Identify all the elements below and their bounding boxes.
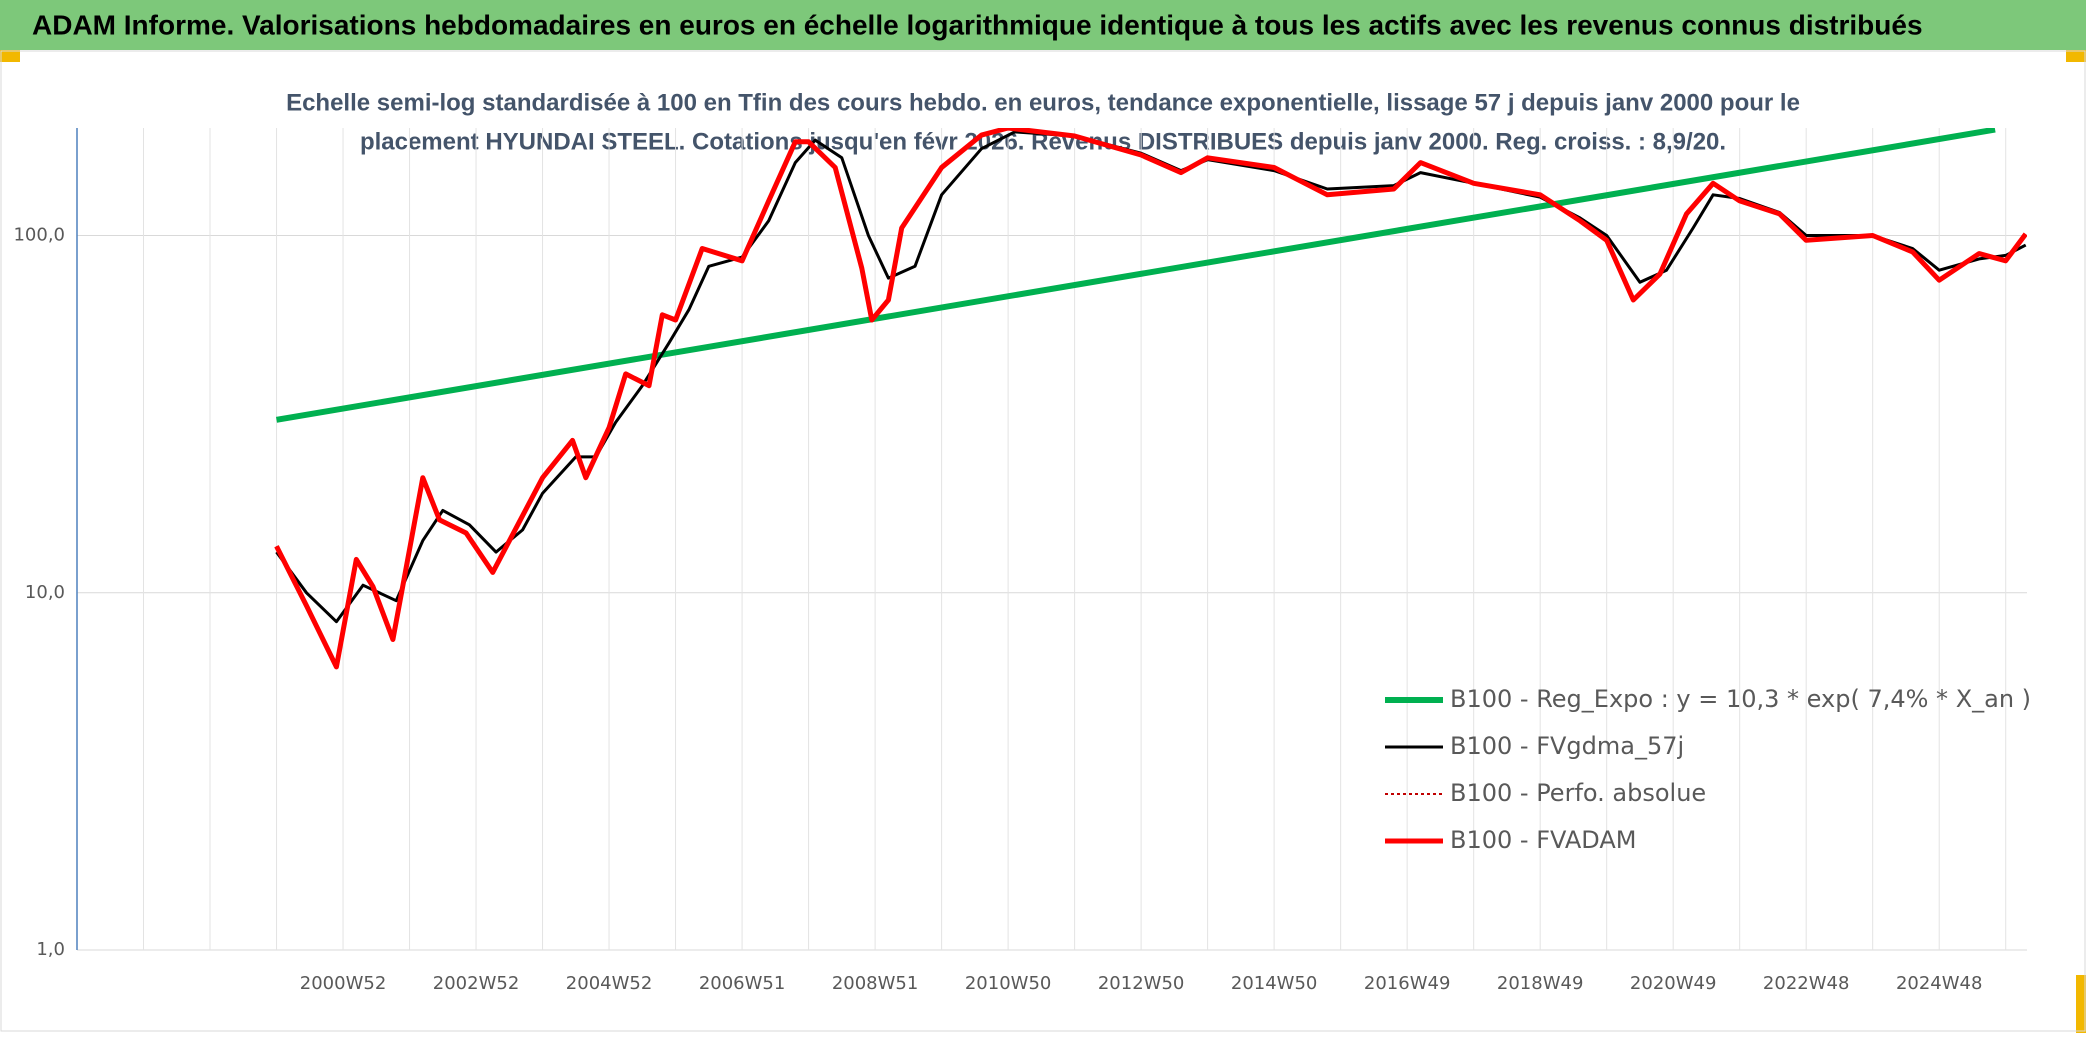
series-line bbox=[275, 130, 2027, 624]
series-line bbox=[276, 128, 1996, 423]
x-tick-label: 2002W52 bbox=[433, 973, 520, 994]
x-tick-label: 2000W52 bbox=[300, 973, 387, 994]
corner bbox=[2076, 975, 2086, 1033]
x-tick-label: 2014W50 bbox=[1231, 973, 1318, 994]
grid: 1,0 10,0 100,0 2000W52 2002W52 2004W52 2006W51… bbox=[13, 128, 2027, 994]
x-tick-label: 2006W51 bbox=[699, 973, 786, 994]
x-tick-label: 2010W50 bbox=[965, 973, 1052, 994]
x-tick-label: 2012W50 bbox=[1098, 973, 1185, 994]
legend-label: B100 - Reg_Expo : y = 10,3 * exp( 7,4% *… bbox=[1450, 685, 2031, 713]
frame bbox=[0, 50, 2086, 1032]
x-tick-label: 2004W52 bbox=[566, 973, 653, 994]
x-tick-label: 2008W51 bbox=[832, 973, 919, 994]
series-line bbox=[274, 128, 2027, 670]
title-bar bbox=[0, 0, 2086, 50]
x-tick-label: 2020W49 bbox=[1630, 973, 1717, 994]
x-tick-label: 2018W49 bbox=[1497, 973, 1584, 994]
corner bbox=[0, 50, 20, 62]
legend-label: B100 - FVADAM bbox=[1450, 826, 1636, 854]
legend: B100 - Reg_Expo : y = 10,3 * exp( 7,4% *… bbox=[1385, 685, 2031, 854]
corner bbox=[2066, 50, 2086, 62]
plot bbox=[274, 128, 2027, 670]
x-tick-label: 2022W48 bbox=[1763, 973, 1850, 994]
legend-label: B100 - Perfo. absolue bbox=[1450, 779, 1706, 807]
legend-label: B100 - FVgdma_57j bbox=[1450, 732, 1684, 760]
x-tick-label: 2024W48 bbox=[1896, 973, 1983, 994]
chart-title: ADAM Informe. Valorisations hebdomadaire… bbox=[32, 9, 1923, 40]
y-tick-label: 100,0 bbox=[13, 225, 65, 246]
subtitle: Echelle semi-log standardisée à 100 en T… bbox=[286, 89, 1800, 116]
x-tick-label: 2016W49 bbox=[1364, 973, 1451, 994]
y-tick-label: 10,0 bbox=[25, 582, 65, 603]
y-tick-label: 1,0 bbox=[36, 939, 65, 960]
